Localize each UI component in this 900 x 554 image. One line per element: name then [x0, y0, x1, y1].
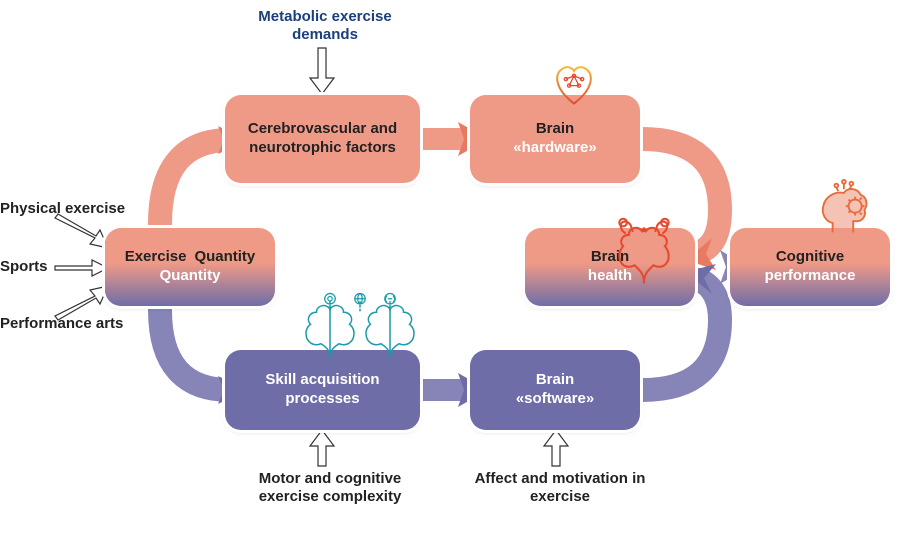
node-hardware-l2: «hardware» — [513, 139, 596, 158]
node-exercise: Exercise Quantity Quantity — [105, 228, 275, 306]
brain-flex-icon — [606, 214, 682, 290]
arrow-metabolic — [310, 48, 334, 94]
head-gear-icon — [812, 178, 872, 238]
node-cognitive: Cognitive performance — [730, 228, 890, 306]
heart-brain-icon — [548, 58, 600, 110]
node-cognitive-l1: Cognitive — [776, 248, 844, 267]
label-metabolic: Metabolic exercise demands — [235, 8, 415, 44]
label-perfarts: Performance arts — [0, 315, 130, 333]
label-physical: Physical exercise — [0, 200, 128, 218]
node-software-l2: «software» — [516, 390, 594, 409]
arrow-exercise-to-cerebro — [160, 140, 230, 224]
node-software-l1: Brain — [536, 371, 574, 390]
label-affect: Affect and motivation in exercise — [470, 470, 650, 506]
node-cerebro: Cerebrovascular and neurotrophic factors — [225, 95, 420, 183]
label-motor: Motor and cognitive exercise complexity — [235, 470, 425, 506]
node-skill-text: Skill acquisition processes — [239, 371, 406, 409]
node-exercise-sub2: Quantity — [160, 267, 221, 286]
twin-brains-icon — [300, 292, 420, 364]
arrow-exercise-to-skill — [160, 310, 230, 390]
node-cognitive-l2: performance — [765, 267, 856, 286]
arrow-affect — [544, 430, 568, 466]
node-hardware-l1: Brain — [536, 120, 574, 139]
arrow-physical — [55, 214, 108, 248]
label-sports: Sports — [0, 258, 70, 276]
node-exercise-title: Exercise — [125, 248, 187, 267]
node-exercise-sub1: Quantity — [194, 248, 255, 267]
node-software: Brain «software» — [470, 350, 640, 430]
node-cerebro-text: Cerebrovascular and neurotrophic factors — [239, 120, 406, 158]
arrow-motor — [310, 430, 334, 466]
